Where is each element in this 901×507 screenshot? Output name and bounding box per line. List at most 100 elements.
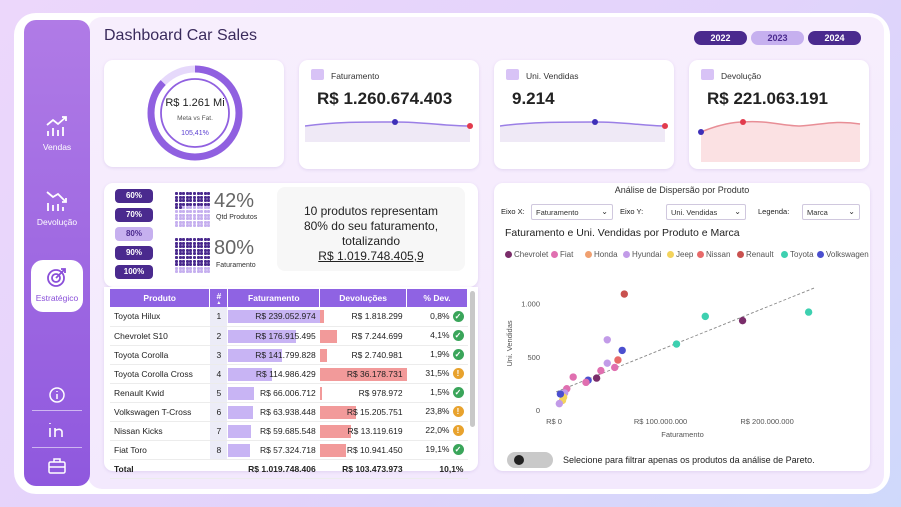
table-row[interactable]: Toyota Corolla 3 R$ 141.799.828 R$ 2.740.98… bbox=[110, 345, 468, 365]
waffle-cell bbox=[178, 248, 182, 252]
table-row[interactable]: Renault Kwid 5 R$ 66.006.712 R$ 978.972 1,5%… bbox=[110, 383, 468, 403]
legend-item-toyota[interactable]: Toyota bbox=[781, 250, 814, 259]
legend-item-jeep[interactable]: Jeep bbox=[667, 250, 693, 259]
table-row[interactable]: Toyota Hilux 1 R$ 239.052.974 R$ 1.818.299 0… bbox=[110, 307, 468, 327]
year-button-2022[interactable]: 2022 bbox=[694, 31, 747, 45]
pareto-option-70[interactable]: 70% bbox=[115, 208, 153, 222]
table-header-row: Produto # ▲ Faturamento Devoluções % Dev. bbox=[110, 289, 468, 307]
legend-swatch bbox=[505, 251, 512, 259]
pareto-option-80[interactable]: 80% bbox=[115, 227, 153, 241]
table-scrollbar[interactable] bbox=[470, 291, 475, 427]
legend-item-fiat[interactable]: Fiat bbox=[551, 250, 573, 259]
table-row[interactable]: Volkswagen T-Cross 6 R$ 63.938.448 R$ 15.20… bbox=[110, 402, 468, 422]
total-pct-dev: 10,1% bbox=[406, 459, 468, 479]
waffle-cell bbox=[207, 252, 211, 256]
gauge-subtitle: Meta vs Fat. bbox=[177, 115, 213, 122]
waffle-cell bbox=[189, 256, 193, 259]
summary-line: 80% do seu faturamento, bbox=[303, 219, 439, 233]
warning-icon: ! bbox=[452, 425, 464, 437]
chart-icon bbox=[701, 69, 714, 80]
col-header-devolucoes[interactable]: Devoluções bbox=[319, 289, 408, 307]
info-button[interactable] bbox=[24, 386, 90, 408]
cell-devolucoes: R$ 7.244.699 bbox=[319, 326, 407, 346]
y-tick-label: 500 bbox=[527, 353, 540, 362]
waffle-cell bbox=[196, 266, 200, 270]
pareto-filter-toggle[interactable] bbox=[507, 452, 553, 468]
legend-swatch bbox=[585, 251, 592, 259]
legend-item-honda[interactable]: Honda bbox=[585, 250, 618, 259]
data-point-fiat bbox=[569, 373, 577, 381]
year-button-2024[interactable]: 2024 bbox=[808, 31, 861, 45]
sidebar-item-estrategico[interactable]: Estratégico bbox=[31, 260, 83, 312]
y-tick-label: 1.000 bbox=[521, 300, 540, 309]
waffle-cell bbox=[182, 192, 186, 195]
waffle-cell bbox=[207, 192, 211, 195]
waffle-cell bbox=[193, 238, 196, 241]
waffle-cell bbox=[196, 195, 200, 199]
waffle-cell bbox=[185, 213, 189, 217]
waffle-cell bbox=[207, 241, 211, 245]
pareto-option-100[interactable]: 100% bbox=[115, 265, 153, 279]
sidebar-item-devolucao[interactable]: Devolução bbox=[24, 187, 90, 227]
target-icon bbox=[47, 268, 66, 287]
waffle-cell bbox=[196, 270, 200, 274]
legenda-select[interactable]: Marca ⌄ bbox=[802, 204, 860, 220]
data-point-hyundai bbox=[603, 336, 611, 344]
info-icon bbox=[49, 387, 65, 403]
year-button-2023[interactable]: 2023 bbox=[751, 31, 804, 45]
waffle-cell bbox=[203, 213, 207, 217]
table-row[interactable]: Nissan Kicks 7 R$ 59.685.548 R$ 13.119.619 2… bbox=[110, 421, 468, 441]
pareto-option-90[interactable]: 90% bbox=[115, 246, 153, 260]
table-row[interactable]: Toyota Corolla Cross 4 R$ 114.986.429 R$ 36… bbox=[110, 364, 468, 384]
waffle-cell bbox=[189, 202, 193, 206]
waffle-cell bbox=[182, 259, 186, 263]
legend-item-hyundai[interactable]: Hyundai bbox=[623, 250, 661, 259]
sidebar-item-vendas[interactable]: Vendas bbox=[24, 112, 90, 152]
legend-label: Volkswagen bbox=[826, 250, 869, 259]
cell-devolucoes-text: R$ 15.205.751 bbox=[346, 406, 403, 417]
waffle-cell bbox=[196, 248, 200, 252]
waffle-cell bbox=[178, 217, 182, 221]
qtd-produtos-label: Qtd Produtos bbox=[216, 214, 258, 221]
eixo-x-select[interactable]: Faturamento ⌄ bbox=[531, 204, 613, 220]
linkedin-button[interactable] bbox=[24, 420, 90, 444]
cell-faturamento: R$ 114.986.429 bbox=[227, 364, 320, 384]
table-row[interactable]: Fiat Toro 8 R$ 57.324.718 R$ 10.941.450 19,1… bbox=[110, 440, 468, 460]
col-header-faturamento[interactable]: Faturamento bbox=[227, 289, 321, 307]
waffle-cell bbox=[196, 217, 200, 221]
col-header-pct-dev[interactable]: % Dev. bbox=[406, 289, 468, 307]
pareto-option-60[interactable]: 60% bbox=[115, 189, 153, 203]
waffle-cell bbox=[185, 199, 189, 203]
waffle-cell bbox=[175, 256, 178, 259]
data-point-toyota bbox=[701, 312, 709, 321]
warning-icon: ! bbox=[452, 406, 464, 418]
eixo-y-select[interactable]: Uni. Vendidas ⌄ bbox=[666, 204, 746, 220]
col-header-produto[interactable]: Produto bbox=[110, 289, 211, 307]
waffle-cell bbox=[175, 245, 178, 249]
chart-icon bbox=[311, 69, 324, 80]
legend-item-nissan[interactable]: Nissan bbox=[697, 250, 730, 259]
waffle-cell bbox=[200, 270, 204, 274]
col-header-rank[interactable]: # ▲ bbox=[209, 289, 229, 307]
legend-label: Honda bbox=[594, 250, 618, 259]
table-row[interactable]: Chevrolet S10 2 R$ 176.915.495 R$ 7.244.699… bbox=[110, 326, 468, 346]
legend-item-renault[interactable]: Renault bbox=[737, 250, 774, 259]
cell-faturamento-text: R$ 57.324.718 bbox=[259, 444, 316, 455]
waffle-cell bbox=[203, 206, 207, 210]
waffle-cell bbox=[175, 241, 178, 245]
cell-rank: 6 bbox=[209, 402, 229, 422]
waffle-cell bbox=[193, 217, 196, 221]
scatter-chart: 0 500 1.000 R$ 0 R$ 100.000.000 R$ 200.000.00… bbox=[505, 287, 816, 439]
devolucoes-bar bbox=[319, 443, 346, 457]
waffle-cell bbox=[175, 220, 178, 224]
legend-item-volkswagen[interactable]: Volkswagen bbox=[817, 250, 869, 259]
legend-swatch bbox=[781, 251, 788, 259]
legend-item-chevrolet[interactable]: Chevrolet bbox=[505, 250, 548, 259]
waffle-cell bbox=[189, 217, 193, 221]
kpi-value: 9.214 bbox=[512, 89, 555, 108]
product-table: Produto # ▲ Faturamento Devoluções % Dev.… bbox=[110, 289, 468, 479]
waffle-cell bbox=[193, 213, 196, 217]
cell-devolucoes-text: R$ 978.972 bbox=[358, 387, 403, 398]
portfolio-button[interactable] bbox=[24, 456, 90, 480]
waffle-cell bbox=[178, 224, 182, 228]
